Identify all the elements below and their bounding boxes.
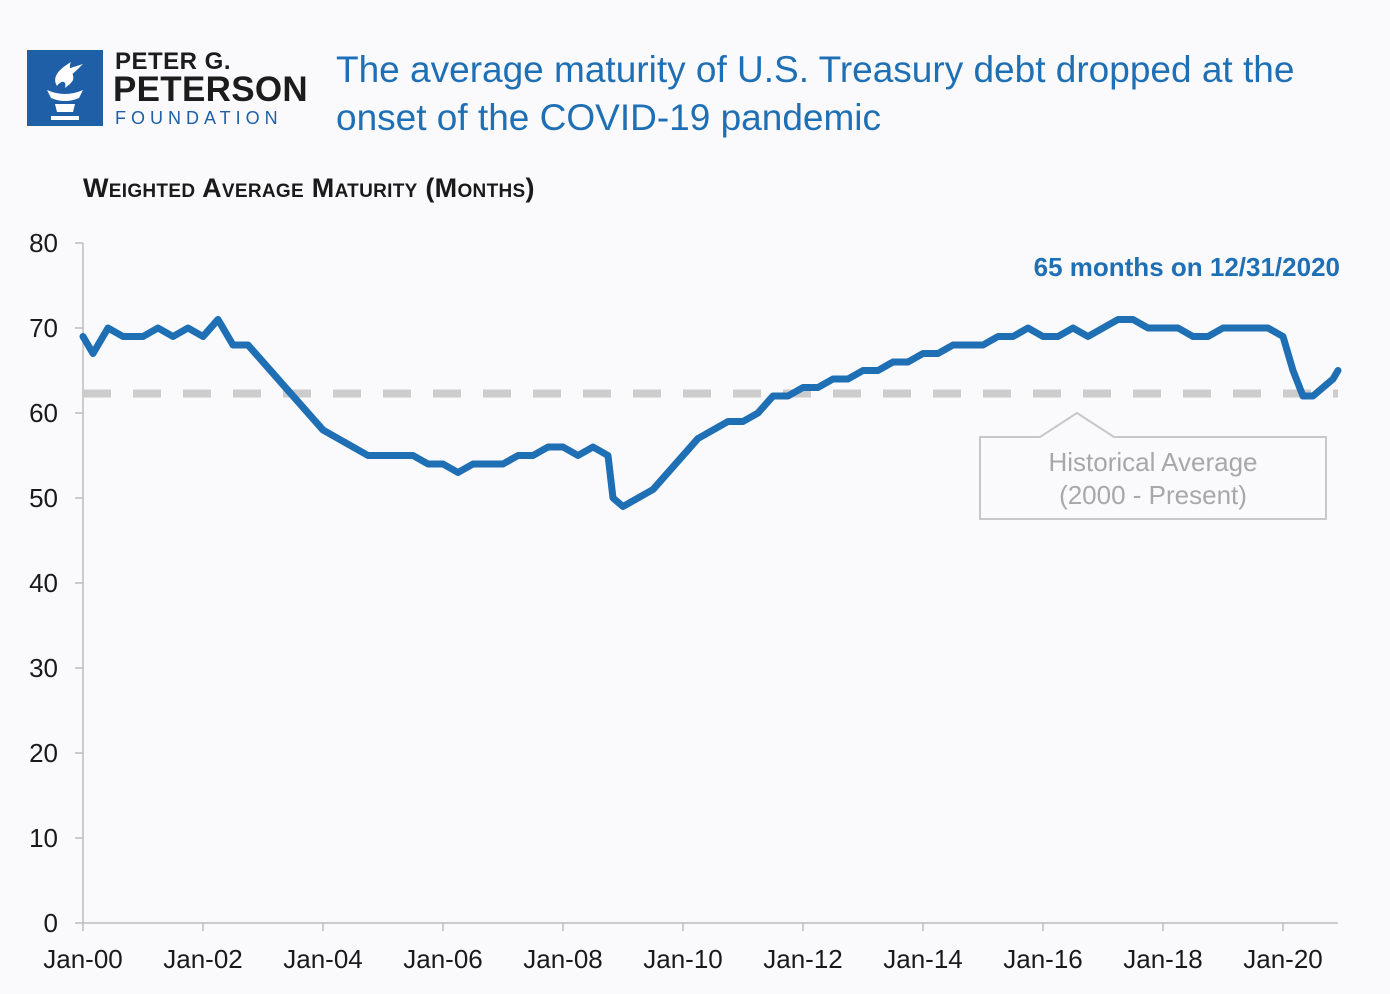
series-line — [79, 316, 1342, 510]
x-tick-label: Jan-16 — [1003, 944, 1083, 974]
y-tick-label: 0 — [44, 908, 58, 938]
callout-box — [979, 411, 1327, 520]
series-group — [79, 316, 1342, 510]
end-value-annotation: 65 months on 12/31/2020 — [1034, 252, 1340, 282]
logo-text-line3: FOUNDATION — [115, 108, 283, 128]
x-tick-label: Jan-00 — [43, 944, 123, 974]
x-tick-label: Jan-14 — [883, 944, 963, 974]
x-tick-label: Jan-06 — [403, 944, 483, 974]
torch-icon — [27, 50, 103, 126]
y-tick-label: 30 — [29, 653, 58, 683]
y-tick-label: 50 — [29, 483, 58, 513]
y-tick-label: 20 — [29, 738, 58, 768]
y-tick-label: 10 — [29, 823, 58, 853]
callout-label-line2: (2000 - Present) — [1059, 480, 1247, 510]
logo: PETER G. PETERSON FOUNDATION — [27, 48, 317, 130]
logo-text-line1: PETER G. — [115, 48, 232, 75]
axes: 0 10 20 30 40 50 60 70 80 Jan-00 Jan-02 Jan-04 Jan-0… — [29, 228, 1338, 974]
y-axis-title: Weighted Average Maturity (Months) — [83, 173, 535, 203]
x-tick-label: Jan-20 — [1243, 944, 1323, 974]
x-tick-label: Jan-12 — [763, 944, 843, 974]
x-tick-label: Jan-02 — [163, 944, 243, 974]
logo-text-line2: PETERSON — [113, 70, 308, 109]
x-tick-label: Jan-10 — [643, 944, 723, 974]
y-tick-label: 60 — [29, 398, 58, 428]
y-tick-label: 80 — [29, 228, 58, 258]
x-tick-label: Jan-18 — [1123, 944, 1203, 974]
y-tick-label: 70 — [29, 313, 58, 343]
historical-average-callout: Historical Average (2000 - Present) — [979, 411, 1327, 520]
y-tick-label: 40 — [29, 568, 58, 598]
chart-title: The average maturity of U.S. Treasury de… — [336, 49, 1295, 138]
x-tick-label: Jan-08 — [523, 944, 603, 974]
x-tick-label: Jan-04 — [283, 944, 363, 974]
callout-label-line1: Historical Average — [1048, 447, 1257, 477]
